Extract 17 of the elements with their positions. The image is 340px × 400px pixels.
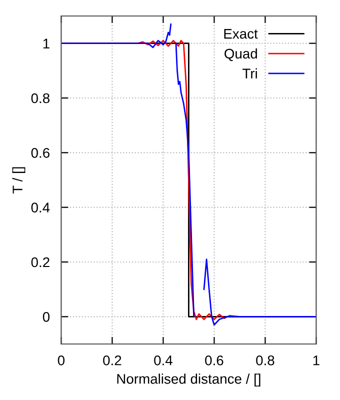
x-tick-label: 0.2	[103, 355, 122, 366]
y-tick-label: 0	[42, 312, 50, 322]
y-tick-label: 0.6	[31, 148, 50, 158]
y-axis-title: T / []	[12, 167, 26, 194]
x-tick-label: 0.4	[154, 355, 172, 366]
legend-label: Tri	[242, 68, 257, 78]
x-tick-label: 1	[313, 356, 320, 366]
y-tick-label: 0.8	[31, 93, 50, 104]
x-tick-label: 0.8	[256, 355, 274, 366]
x-tick-label: 0.6	[205, 355, 224, 366]
y-tick-label: 1	[43, 38, 50, 48]
x-tick-label: 0	[58, 355, 65, 366]
y-tick-label: 0.2	[31, 257, 50, 268]
x-axis-title: Normalised distance / []	[117, 374, 260, 387]
legend-label: Quad	[224, 48, 257, 62]
y-tick-label: 0.4	[31, 202, 50, 213]
legend-label: Exact	[224, 29, 258, 39]
